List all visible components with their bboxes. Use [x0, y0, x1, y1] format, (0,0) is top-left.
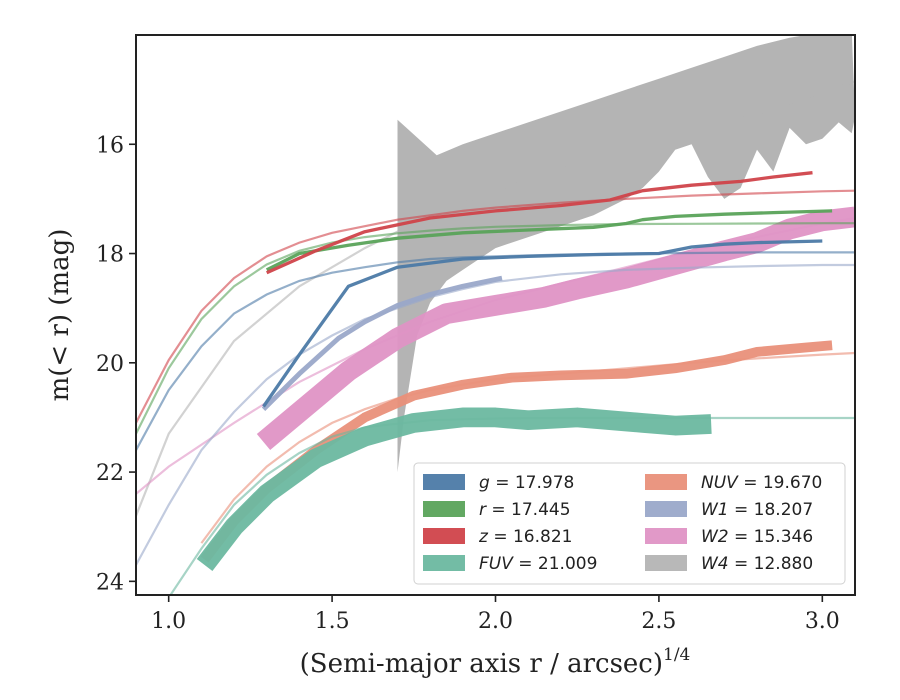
series-r-profile: [265, 209, 833, 272]
x-tick-label: 1.0: [151, 609, 186, 634]
series-fuv: [169, 407, 855, 595]
x-axis-title-text: (Semi-major axis r / arcsec): [300, 649, 663, 679]
y-tick-label: 20: [96, 352, 124, 377]
series-layer: [136, 35, 855, 595]
series-w2: [136, 206, 855, 495]
legend-swatch-nuv: [645, 474, 687, 490]
series-z-model: [136, 189, 855, 424]
y-axis-title: m(< r) (mag): [45, 229, 75, 402]
legend-swatch-w1: [645, 501, 687, 517]
x-tick-label: 2.0: [478, 609, 513, 634]
legend-label-nuv: NUV = 19.670: [701, 473, 822, 493]
legend-label-w2: W2 = 15.346: [701, 527, 813, 547]
x-axis-title: (Semi-major axis r / arcsec)1/4: [300, 645, 691, 679]
legend-swatch-g: [423, 474, 465, 490]
y-tick-label: 18: [96, 243, 124, 268]
series-w4-band: [397, 35, 855, 473]
legend-swatch-fuv: [423, 555, 465, 571]
series-w1-profile: [261, 275, 503, 411]
legend-swatch-w2: [645, 528, 687, 544]
series-w4-model: [136, 80, 855, 517]
legend-label-fuv: FUV = 21.009: [479, 554, 597, 574]
series-w1-model: [136, 263, 855, 566]
x-tick-label: 3.0: [805, 609, 840, 634]
ticks-layer: 1.0 1.5 2.0 2.5 3.0 16 18 20 22 24: [96, 133, 840, 634]
series-w1: [136, 263, 855, 566]
legend-label-z: z = 16.821: [478, 527, 572, 547]
series-fuv-profile: [196, 407, 712, 571]
y-tick-label: 16: [96, 133, 124, 158]
series-w2-profile: [256, 206, 855, 450]
series-r: [136, 209, 855, 435]
legend-swatch-z: [423, 528, 465, 544]
series-z-profile: [266, 171, 813, 275]
y-tick-label: 24: [96, 570, 124, 595]
legend-swatch-r: [423, 501, 465, 517]
legend-swatch-w4: [645, 555, 687, 571]
legend-label-w1: W1 = 18.207: [701, 500, 813, 520]
series-g-model: [136, 251, 855, 451]
series-w4: [136, 35, 855, 517]
x-tick-label: 1.5: [315, 609, 350, 634]
series-g: [136, 239, 855, 451]
x-tick-label: 2.5: [641, 609, 676, 634]
series-z: [136, 171, 855, 424]
legend-label-w4: W4 = 12.880: [701, 554, 813, 574]
legend: g = 17.978 r = 17.445 z = 16.821 FUV = 21.0…: [413, 462, 846, 585]
legend-label-r: r = 17.445: [479, 500, 571, 520]
legend-box: [413, 462, 846, 585]
series-r-model: [136, 222, 855, 435]
y-tick-label: 22: [96, 461, 124, 486]
series-g-profile: [262, 239, 823, 408]
legend-label-g: g = 17.978: [479, 473, 574, 493]
x-axis-title-superscript: 1/4: [663, 645, 690, 665]
